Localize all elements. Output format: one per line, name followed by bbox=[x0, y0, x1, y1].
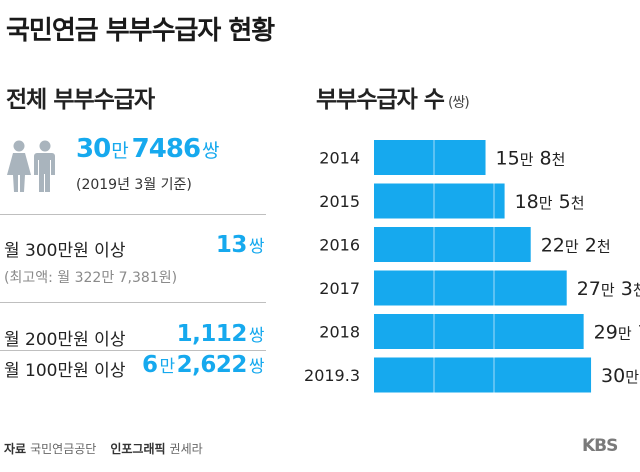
divider bbox=[0, 350, 266, 351]
value-label: 15만 8천 bbox=[496, 148, 566, 170]
value-label: 22만 2천 bbox=[541, 235, 611, 257]
graphic-label: 인포그래픽 bbox=[110, 442, 166, 456]
bar bbox=[374, 183, 505, 219]
source: 국민연금공단 bbox=[30, 442, 97, 456]
category-label: 2016 bbox=[319, 236, 360, 255]
kbs-logo: KBS bbox=[582, 436, 618, 456]
couple-icon bbox=[7, 140, 55, 192]
total-note: (2019년 3월 기준) bbox=[76, 177, 192, 193]
value-label: 27만 3천 bbox=[577, 278, 640, 300]
row-label-200: 월 200만원 이상 bbox=[4, 330, 126, 350]
bar bbox=[374, 270, 567, 306]
row-sub-300: (최고액: 월 322만 7,381원) bbox=[4, 270, 178, 286]
row-label-300: 월 300만원 이상 bbox=[4, 241, 126, 261]
page-title: 국민연금 부부수급자 현황 bbox=[6, 16, 275, 46]
chart-unit: (쌍) bbox=[447, 95, 470, 111]
bar-chart: 2014 15만 8천 2015 18만 5천 2016 22만 2천 2017 27만 3천… bbox=[304, 140, 640, 393]
divider bbox=[0, 302, 266, 303]
category-label: 2019.3 bbox=[304, 366, 360, 385]
chart-heading: 부부수급자 수 (쌍) bbox=[316, 87, 470, 113]
category-label: 2015 bbox=[319, 192, 360, 211]
graphic-credit: 권세라 bbox=[169, 442, 203, 456]
bar bbox=[374, 357, 592, 393]
row-label-100: 월 100만원 이상 bbox=[4, 361, 126, 381]
left-section-heading: 전체 부부수급자 bbox=[6, 87, 155, 113]
value-label: 30만 7천 bbox=[601, 365, 640, 387]
bar bbox=[374, 314, 584, 349]
bar bbox=[374, 140, 486, 175]
value-label: 18만 5천 bbox=[515, 191, 585, 213]
source-label: 자료 bbox=[4, 442, 27, 456]
total-couples: 30만 7486 쌍 bbox=[76, 134, 220, 164]
woman-icon bbox=[7, 140, 31, 192]
category-label: 2017 bbox=[319, 279, 360, 298]
footer: 자료 국민연금공단 인포그래픽 권세라 bbox=[4, 440, 203, 457]
row-value-100: 6 만2,622 쌍 bbox=[141, 352, 265, 378]
man-icon bbox=[34, 140, 55, 192]
divider bbox=[0, 214, 266, 215]
category-label: 2018 bbox=[319, 323, 360, 342]
row-value-300: 13 쌍 bbox=[215, 232, 265, 258]
row-value-200: 1,112 쌍 bbox=[176, 321, 265, 347]
category-label: 2014 bbox=[319, 149, 360, 168]
bar bbox=[374, 227, 531, 262]
value-label: 29만 7천 bbox=[594, 322, 640, 344]
